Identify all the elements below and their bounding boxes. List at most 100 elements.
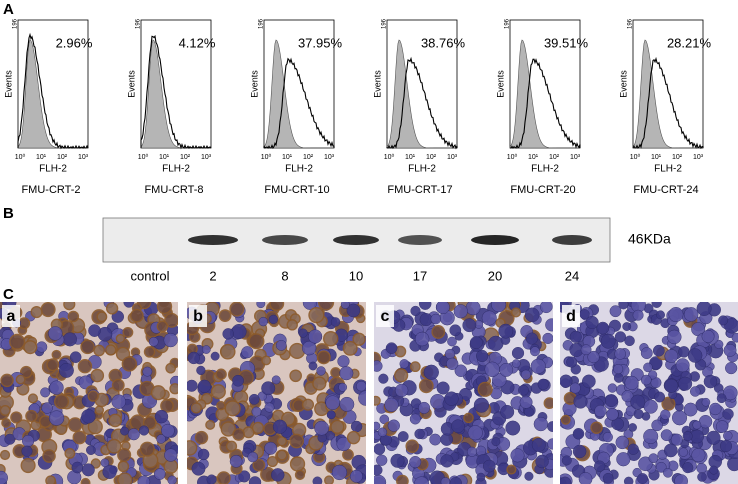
cell: [324, 475, 335, 484]
panel-label: A: [3, 1, 14, 18]
cell: [643, 428, 659, 444]
cell: [414, 331, 430, 347]
cell: [229, 302, 245, 317]
cell: [668, 306, 684, 323]
cell: [697, 472, 707, 482]
cell: [696, 302, 712, 316]
cell: [506, 464, 517, 475]
cell: [220, 421, 236, 437]
cell: [374, 421, 381, 431]
cell: [197, 379, 212, 393]
cell: [63, 302, 76, 311]
cell: [614, 331, 627, 343]
cell: [215, 368, 227, 380]
cell: [154, 409, 169, 424]
lane-label: 2: [209, 268, 216, 283]
cell: [94, 405, 105, 415]
sample-histogram: [140, 34, 212, 150]
cell: [731, 332, 738, 343]
cell: [325, 395, 341, 411]
label-box: [189, 305, 207, 327]
cell: [308, 329, 323, 344]
cell: [525, 332, 538, 345]
cell: [205, 419, 216, 430]
cell: [267, 455, 279, 468]
cell: [258, 316, 268, 327]
cell: [222, 328, 234, 340]
y-tick-label: 196: [628, 18, 634, 29]
sample-histogram: [509, 58, 581, 149]
cell: [122, 326, 134, 338]
sample-name: FMU-CRT-24: [633, 184, 698, 196]
cell: [430, 313, 442, 325]
cell: [449, 324, 462, 337]
cell: [614, 348, 626, 360]
cell: [23, 340, 38, 355]
cell: [660, 429, 673, 442]
cell: [409, 361, 421, 373]
cell: [261, 355, 272, 366]
cell: [93, 344, 105, 357]
cell: [633, 409, 644, 420]
cell: [654, 391, 666, 403]
percent-label: 37.95%: [298, 35, 343, 50]
cell: [167, 475, 177, 484]
cell: [90, 458, 101, 469]
cell: [683, 402, 698, 417]
image-label: c: [381, 308, 390, 325]
cell: [187, 440, 198, 456]
cell: [719, 439, 733, 453]
cell: [390, 453, 405, 468]
cell: [271, 375, 281, 385]
sample-name: FMU-CRT-20: [510, 184, 575, 196]
cell: [491, 302, 507, 313]
isotype-histogram: [140, 39, 211, 149]
cell: [326, 410, 336, 420]
cell: [723, 430, 733, 441]
sample-histogram: [263, 57, 335, 150]
cell: [477, 381, 493, 397]
sample-histogram: [632, 56, 704, 150]
cell: [338, 382, 348, 392]
cell: [27, 393, 39, 404]
cell: [71, 461, 84, 474]
lane-label: 17: [413, 268, 427, 283]
cell: [587, 350, 600, 364]
cell: [440, 454, 454, 468]
cell: [609, 305, 622, 318]
cell: [405, 439, 419, 453]
cell: [164, 312, 178, 328]
cell: [161, 423, 175, 438]
cell: [22, 434, 35, 448]
cell: [378, 373, 389, 384]
sample-histogram: [17, 32, 89, 150]
cell: [339, 396, 355, 412]
x-tick-label: 10¹: [528, 154, 539, 161]
cell: [80, 477, 91, 484]
cell: [238, 470, 251, 483]
cell: [96, 311, 108, 323]
cell: [715, 420, 729, 433]
cell: [302, 340, 317, 356]
cell: [670, 433, 683, 446]
cell: [105, 302, 119, 315]
x-axis-label: FLH-2: [162, 164, 190, 175]
cell: [46, 358, 60, 372]
cell: [251, 406, 262, 417]
cell: [664, 349, 679, 363]
panel-label: B: [3, 205, 14, 222]
cell: [435, 302, 450, 315]
cell: [77, 358, 93, 374]
cell: [0, 405, 11, 417]
protein-band: [188, 235, 238, 245]
cell: [667, 329, 682, 345]
cell: [153, 468, 166, 480]
isotype-histogram: [17, 39, 88, 149]
cell: [106, 438, 122, 454]
cell: [232, 374, 244, 387]
x-axis-label: FLH-2: [654, 164, 682, 175]
cell: [531, 437, 546, 452]
cell: [572, 444, 587, 459]
cell: [632, 309, 644, 321]
percent-label: 4.12%: [179, 35, 216, 50]
